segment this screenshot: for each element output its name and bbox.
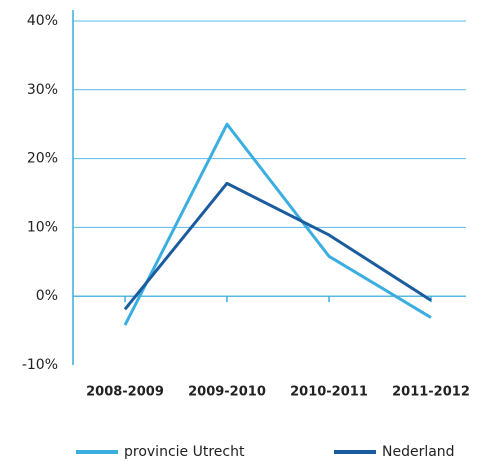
line-series: [123, 181, 432, 311]
x-tick-label: 2009-2010: [188, 385, 266, 400]
x-tick-label: 2011-2012: [392, 385, 470, 400]
y-tick-label: -10%: [22, 357, 58, 373]
y-tick-label: 30%: [27, 82, 58, 98]
y-tick-label: 40%: [27, 13, 58, 29]
line-series: [123, 122, 432, 326]
y-tick-label: 0%: [36, 288, 58, 304]
legend-label: provincie Utrecht: [124, 444, 245, 460]
y-tick-label: 10%: [27, 219, 58, 235]
x-tick-label: 2010-2011: [290, 385, 368, 400]
x-tick-label: 2008-2009: [86, 385, 164, 400]
y-tick-label: 20%: [27, 151, 58, 167]
legend-label: Nederland: [382, 444, 455, 460]
